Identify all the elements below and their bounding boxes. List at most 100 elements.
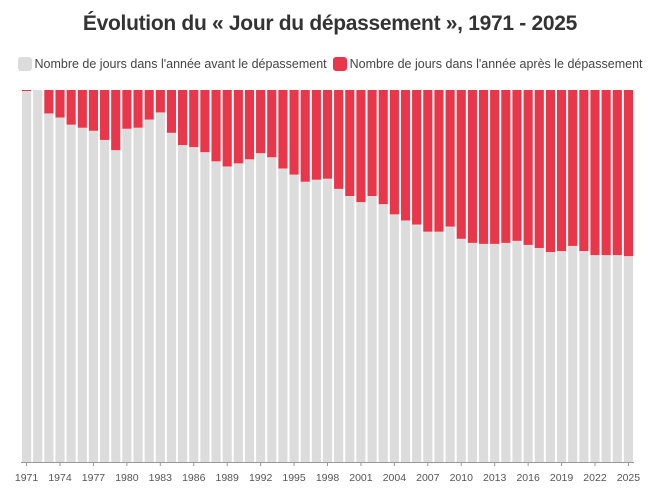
bar-before-1978[interactable]	[100, 139, 110, 462]
bar-after-1988[interactable]	[211, 90, 221, 162]
bar-after-1990[interactable]	[233, 90, 243, 164]
bar-before-1976[interactable]	[77, 127, 87, 463]
bar-before-1975[interactable]	[66, 124, 76, 463]
bar-before-2000[interactable]	[345, 195, 355, 463]
bar-before-2002[interactable]	[367, 195, 377, 463]
bar-after-1989[interactable]	[222, 90, 232, 167]
bar-before-2009[interactable]	[445, 226, 455, 462]
bar-after-1971[interactable]	[22, 90, 32, 92]
bar-before-2013[interactable]	[490, 243, 500, 462]
bar-before-2020[interactable]	[568, 245, 578, 462]
bar-before-2018[interactable]	[545, 252, 555, 462]
bar-after-1991[interactable]	[244, 90, 255, 160]
bar-after-1986[interactable]	[189, 90, 199, 148]
bar-before-1993[interactable]	[267, 157, 277, 462]
bar-before-2025[interactable]	[623, 256, 633, 462]
bar-after-2001[interactable]	[356, 90, 366, 203]
bar-before-1991[interactable]	[244, 159, 255, 463]
bar-before-1971[interactable]	[22, 91, 32, 463]
bar-before-1987[interactable]	[200, 152, 210, 463]
bar-after-2020[interactable]	[568, 90, 578, 246]
bar-before-2017[interactable]	[534, 247, 544, 462]
bar-before-1997[interactable]	[311, 179, 321, 462]
bar-after-2004[interactable]	[389, 90, 399, 215]
bar-before-1980[interactable]	[122, 128, 132, 463]
bar-before-1984[interactable]	[166, 132, 177, 462]
bar-before-1985[interactable]	[178, 145, 188, 463]
bar-after-1998[interactable]	[322, 90, 333, 179]
bar-after-1987[interactable]	[200, 90, 210, 153]
bar-after-1999[interactable]	[334, 90, 344, 189]
bar-after-1984[interactable]	[166, 90, 177, 133]
bar-after-2003[interactable]	[378, 90, 388, 205]
bar-after-1974[interactable]	[55, 90, 65, 118]
bar-before-1979[interactable]	[111, 150, 121, 462]
bar-after-2002[interactable]	[367, 90, 377, 196]
bar-after-2009[interactable]	[445, 90, 455, 227]
bar-before-2019[interactable]	[556, 251, 567, 462]
bar-before-2012[interactable]	[478, 243, 489, 462]
bar-before-1988[interactable]	[211, 161, 221, 462]
bar-before-2003[interactable]	[378, 204, 388, 462]
bar-before-2011[interactable]	[467, 242, 477, 462]
bar-after-1996[interactable]	[300, 90, 310, 182]
bar-after-2023[interactable]	[601, 90, 611, 256]
bar-before-1992[interactable]	[256, 153, 266, 462]
bar-after-2006[interactable]	[412, 90, 422, 225]
bar-after-1985[interactable]	[178, 90, 188, 146]
bar-after-1994[interactable]	[278, 90, 288, 169]
bar-before-2022[interactable]	[590, 255, 600, 462]
bar-after-2007[interactable]	[423, 90, 433, 232]
bar-before-1986[interactable]	[189, 147, 199, 462]
bar-after-2012[interactable]	[478, 90, 489, 244]
bar-after-2017[interactable]	[534, 90, 544, 248]
bar-after-1977[interactable]	[88, 90, 99, 131]
bar-after-2005[interactable]	[400, 90, 411, 221]
bar-before-2004[interactable]	[389, 214, 399, 462]
bar-after-1975[interactable]	[66, 90, 76, 125]
bar-after-1992[interactable]	[256, 90, 266, 154]
legend-item-before[interactable]: Nombre de jours dans l'année avant le dé…	[17, 57, 327, 71]
bar-after-2008[interactable]	[434, 90, 444, 232]
bar-after-2000[interactable]	[345, 90, 355, 196]
bar-before-1994[interactable]	[278, 168, 288, 463]
bar-after-1973[interactable]	[44, 90, 54, 114]
bar-before-2006[interactable]	[412, 224, 422, 462]
bar-before-1995[interactable]	[289, 174, 299, 462]
bar-before-2008[interactable]	[434, 231, 444, 462]
bar-before-1973[interactable]	[44, 113, 54, 462]
bar-after-1978[interactable]	[100, 90, 110, 140]
bar-after-1980[interactable]	[122, 90, 132, 129]
bar-before-1990[interactable]	[233, 163, 243, 462]
bar-before-1989[interactable]	[222, 166, 232, 462]
bar-before-2015[interactable]	[512, 240, 522, 462]
bar-after-2021[interactable]	[579, 90, 589, 252]
bar-after-2018[interactable]	[545, 90, 555, 253]
bar-after-2011[interactable]	[467, 90, 477, 243]
bar-after-1997[interactable]	[311, 90, 321, 180]
bar-before-1974[interactable]	[55, 117, 65, 463]
bar-before-2010[interactable]	[456, 238, 466, 462]
bar-before-2007[interactable]	[423, 231, 433, 462]
bar-after-1982[interactable]	[144, 90, 154, 120]
bar-after-2016[interactable]	[523, 90, 533, 245]
bar-before-2023[interactable]	[601, 255, 611, 462]
bar-before-1999[interactable]	[334, 188, 344, 463]
bar-before-1977[interactable]	[88, 130, 99, 462]
legend-item-after[interactable]: Nombre de jours dans l'année après le dé…	[332, 57, 643, 71]
bar-before-2024[interactable]	[612, 255, 622, 462]
bar-after-1995[interactable]	[289, 90, 299, 175]
bar-after-1981[interactable]	[133, 90, 143, 128]
bar-after-2010[interactable]	[456, 90, 466, 239]
bar-after-1983[interactable]	[155, 90, 165, 113]
bar-before-1981[interactable]	[133, 127, 143, 463]
bar-after-2022[interactable]	[590, 90, 600, 256]
bar-before-2014[interactable]	[501, 242, 511, 462]
bar-after-2019[interactable]	[556, 90, 567, 252]
bar-after-1976[interactable]	[77, 90, 87, 128]
bar-after-2024[interactable]	[612, 90, 622, 256]
bar-before-2016[interactable]	[523, 244, 533, 462]
bar-after-1979[interactable]	[111, 90, 121, 151]
bar-before-1983[interactable]	[155, 112, 165, 463]
bar-after-2015[interactable]	[512, 90, 522, 241]
